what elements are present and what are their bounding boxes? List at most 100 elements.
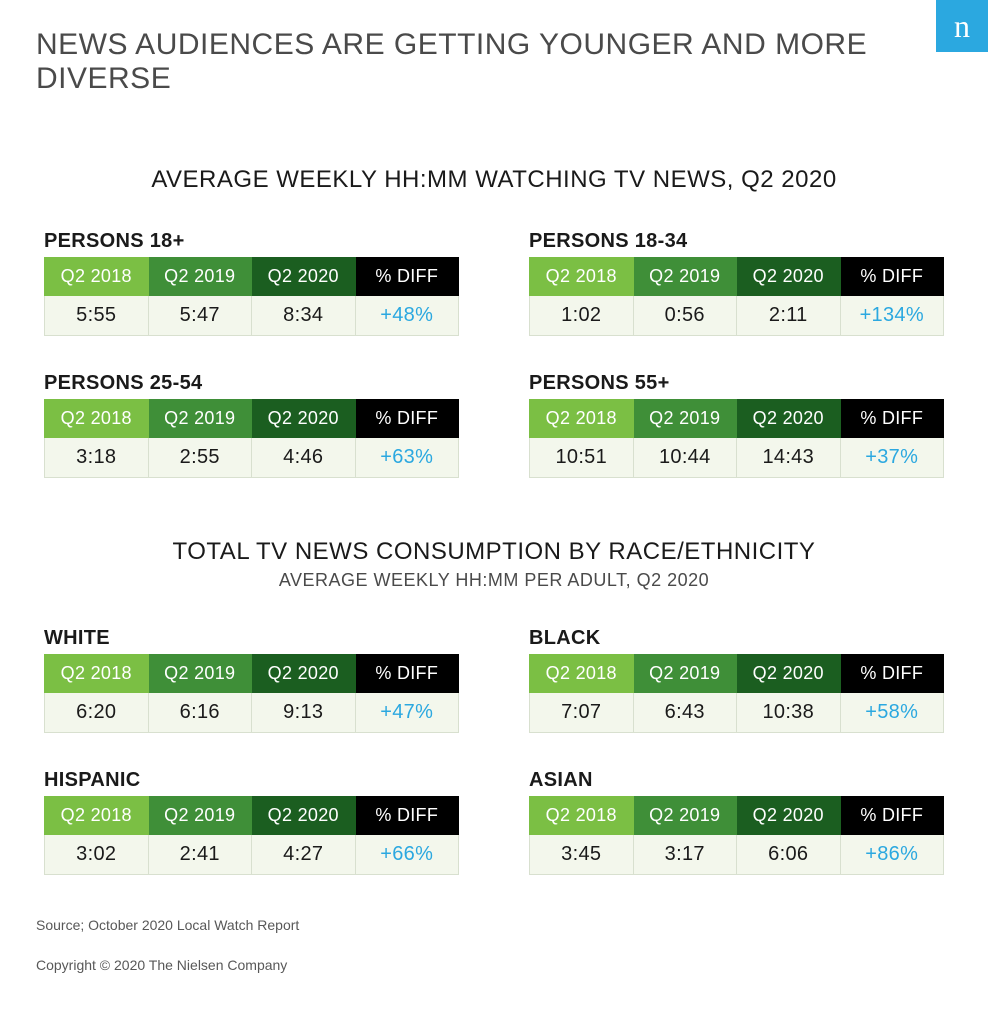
column-header: Q2 2020 xyxy=(252,655,356,693)
diff-cell: +48% xyxy=(355,296,459,336)
column-header: Q2 2018 xyxy=(530,797,634,835)
value-cell: 6:06 xyxy=(737,835,841,875)
column-header: % DIFF xyxy=(840,655,944,693)
value-cell: 9:13 xyxy=(252,693,356,733)
table-group: ASIANQ2 2018Q2 2019Q2 2020% DIFF3:453:17… xyxy=(529,769,944,875)
column-header: % DIFF xyxy=(355,258,459,296)
table-row: 10:5110:4414:43+37% xyxy=(530,438,944,478)
column-header: % DIFF xyxy=(355,655,459,693)
column-header: % DIFF xyxy=(355,797,459,835)
column-header: Q2 2018 xyxy=(45,797,149,835)
column-header: Q2 2020 xyxy=(737,258,841,296)
table-group: PERSONS 18-34 Q2 2018Q2 2019Q2 2020% DIFF… xyxy=(529,230,944,336)
value-cell: 6:20 xyxy=(45,693,149,733)
copyright-text: Copyright © 2020 The Nielsen Company xyxy=(36,957,299,973)
column-header: % DIFF xyxy=(355,400,459,438)
data-table: Q2 2018Q2 2019Q2 2020% DIFF5:555:478:34+… xyxy=(44,257,459,336)
value-cell: 6:16 xyxy=(148,693,252,733)
value-cell: 6:43 xyxy=(633,693,737,733)
value-cell: 7:07 xyxy=(530,693,634,733)
column-header: Q2 2018 xyxy=(530,400,634,438)
column-header: % DIFF xyxy=(840,400,944,438)
diff-cell: +47% xyxy=(355,693,459,733)
value-cell: 0:56 xyxy=(633,296,737,336)
table-group: PERSONS 25-54 Q2 2018Q2 2019Q2 2020% DIFF… xyxy=(44,372,459,478)
group-label: HISPANIC xyxy=(44,769,459,792)
group-label: PERSONS 55+ xyxy=(529,372,944,395)
column-header: Q2 2019 xyxy=(633,655,737,693)
column-header: Q2 2018 xyxy=(530,258,634,296)
data-table: Q2 2018Q2 2019Q2 2020% DIFF3:453:176:06+… xyxy=(529,796,944,875)
data-table: Q2 2018Q2 2019Q2 2020% DIFF7:076:4310:38… xyxy=(529,654,944,733)
table-group: PERSONS 55+Q2 2018Q2 2019Q2 2020% DIFF10… xyxy=(529,372,944,478)
value-cell: 14:43 xyxy=(737,438,841,478)
column-header: Q2 2020 xyxy=(252,797,356,835)
column-header: Q2 2018 xyxy=(45,400,149,438)
column-header: Q2 2019 xyxy=(148,400,252,438)
table-group: WHITEQ2 2018Q2 2019Q2 2020% DIFF6:206:16… xyxy=(44,627,459,733)
race-groups-grid: WHITEQ2 2018Q2 2019Q2 2020% DIFF6:206:16… xyxy=(36,627,952,875)
data-table: Q2 2018Q2 2019Q2 2020% DIFF3:182:554:46+… xyxy=(44,399,459,478)
data-table: Q2 2018Q2 2019Q2 2020% DIFF6:206:169:13+… xyxy=(44,654,459,733)
value-cell: 10:51 xyxy=(530,438,634,478)
group-label: WHITE xyxy=(44,627,459,650)
column-header: % DIFF xyxy=(840,797,944,835)
column-header: Q2 2018 xyxy=(45,258,149,296)
column-header: Q2 2019 xyxy=(148,655,252,693)
group-label: PERSONS 18-34 xyxy=(529,230,944,253)
group-label: PERSONS 18+ xyxy=(44,230,459,253)
table-group: BLACKQ2 2018Q2 2019Q2 2020% DIFF7:076:43… xyxy=(529,627,944,733)
value-cell: 8:34 xyxy=(252,296,356,336)
group-label: BLACK xyxy=(529,627,944,650)
diff-cell: +66% xyxy=(355,835,459,875)
column-header: Q2 2020 xyxy=(737,400,841,438)
column-header: % DIFF xyxy=(840,258,944,296)
column-header: Q2 2018 xyxy=(530,655,634,693)
value-cell: 3:02 xyxy=(45,835,149,875)
data-table: Q2 2018Q2 2019Q2 2020% DIFF10:5110:4414:… xyxy=(529,399,944,478)
table-row: 5:555:478:34+48% xyxy=(45,296,459,336)
table-row: 3:022:414:27+66% xyxy=(45,835,459,875)
column-header: Q2 2020 xyxy=(252,258,356,296)
section2-subtitle: AVERAGE WEEKLY HH:MM PER ADULT, Q2 2020 xyxy=(36,570,952,591)
column-header: Q2 2020 xyxy=(737,655,841,693)
table-row: 1:020:562:11+134% xyxy=(530,296,944,336)
column-header: Q2 2019 xyxy=(633,258,737,296)
nielsen-logo-icon: n xyxy=(936,0,988,52)
data-table: Q2 2018Q2 2019Q2 2020% DIFF3:022:414:27+… xyxy=(44,796,459,875)
diff-cell: +86% xyxy=(840,835,944,875)
source-text: Source; October 2020 Local Watch Report xyxy=(36,917,299,933)
column-header: Q2 2018 xyxy=(45,655,149,693)
value-cell: 3:18 xyxy=(45,438,149,478)
value-cell: 2:41 xyxy=(148,835,252,875)
table-group: PERSONS 18+Q2 2018Q2 2019Q2 2020% DIFF5:… xyxy=(44,230,459,336)
footer: Source; October 2020 Local Watch Report … xyxy=(36,917,299,997)
table-row: 3:453:176:06+86% xyxy=(530,835,944,875)
group-label: PERSONS 25-54 xyxy=(44,372,459,395)
table-row: 6:206:169:13+47% xyxy=(45,693,459,733)
table-group: HISPANICQ2 2018Q2 2019Q2 2020% DIFF3:022… xyxy=(44,769,459,875)
column-header: Q2 2019 xyxy=(148,797,252,835)
value-cell: 5:47 xyxy=(148,296,252,336)
value-cell: 3:17 xyxy=(633,835,737,875)
value-cell: 5:55 xyxy=(45,296,149,336)
main-title: NEWS AUDIENCES ARE GETTING YOUNGER AND M… xyxy=(36,28,952,96)
column-header: Q2 2020 xyxy=(737,797,841,835)
column-header: Q2 2019 xyxy=(633,797,737,835)
value-cell: 10:44 xyxy=(633,438,737,478)
data-table: Q2 2018Q2 2019Q2 2020% DIFF1:020:562:11+… xyxy=(529,257,944,336)
value-cell: 2:55 xyxy=(148,438,252,478)
diff-cell: +58% xyxy=(840,693,944,733)
column-header: Q2 2020 xyxy=(252,400,356,438)
group-label: ASIAN xyxy=(529,769,944,792)
value-cell: 4:27 xyxy=(252,835,356,875)
column-header: Q2 2019 xyxy=(148,258,252,296)
table-row: 7:076:4310:38+58% xyxy=(530,693,944,733)
value-cell: 3:45 xyxy=(530,835,634,875)
value-cell: 2:11 xyxy=(737,296,841,336)
diff-cell: +134% xyxy=(840,296,944,336)
diff-cell: +63% xyxy=(355,438,459,478)
section2-title: TOTAL TV NEWS CONSUMPTION BY RACE/ETHNIC… xyxy=(36,538,952,566)
logo-text: n xyxy=(954,8,970,45)
value-cell: 10:38 xyxy=(737,693,841,733)
